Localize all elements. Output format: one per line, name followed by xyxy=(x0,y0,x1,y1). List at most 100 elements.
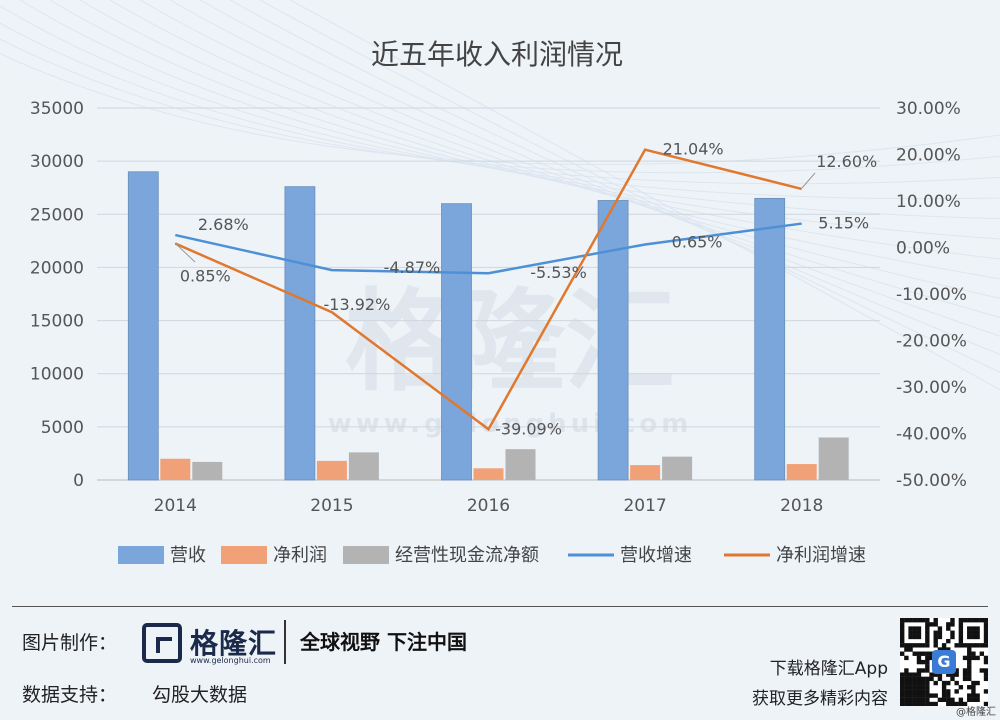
qr-module xyxy=(950,630,955,635)
qr-module xyxy=(937,672,943,677)
credit-label: 图片制作： xyxy=(22,632,118,654)
qr-module xyxy=(925,701,930,706)
qr-module xyxy=(950,622,955,627)
y-left-tick-label: 10000 xyxy=(30,365,84,385)
qr-module xyxy=(962,643,968,648)
qr-module xyxy=(975,634,980,640)
qr-module xyxy=(975,680,980,686)
qr-module xyxy=(925,622,930,627)
qr-module xyxy=(904,676,909,682)
qr-module xyxy=(908,685,913,690)
qr-module xyxy=(908,697,913,703)
qr-module xyxy=(920,643,926,648)
y-left-tick-label: 20000 xyxy=(30,258,84,278)
qr-module xyxy=(983,626,988,631)
qr-module xyxy=(954,668,959,673)
legend-label: 营收 xyxy=(170,545,206,566)
bar xyxy=(284,186,316,481)
qr-module xyxy=(904,693,909,698)
x-tick-label: 2017 xyxy=(623,496,666,516)
x-tick-label: 2018 xyxy=(780,496,823,516)
qr-module xyxy=(925,634,930,640)
background-line xyxy=(169,0,1000,318)
qr-module xyxy=(967,626,972,631)
legend-swatch xyxy=(221,546,267,564)
qr-module xyxy=(916,626,922,631)
brand-logo-icon xyxy=(142,623,182,663)
qr-module xyxy=(929,622,934,627)
qr-module xyxy=(937,676,943,682)
qr-module xyxy=(941,685,947,690)
qr-module xyxy=(916,701,922,706)
qr-module xyxy=(946,638,951,644)
qr-module xyxy=(929,655,934,661)
qr-module xyxy=(920,618,926,623)
qr-module xyxy=(975,697,980,703)
y-left-tick-label: 0 xyxy=(73,471,84,491)
legend-label: 净利润 xyxy=(273,545,327,566)
qr-module xyxy=(900,689,905,694)
footer-vertical-divider xyxy=(284,620,286,664)
qr-module xyxy=(916,630,922,635)
x-tick-label: 2015 xyxy=(310,496,353,516)
qr-module xyxy=(925,676,930,682)
x-tick-label: 2016 xyxy=(467,496,510,516)
qr-module xyxy=(916,693,922,698)
qr-module xyxy=(983,643,988,648)
qr-module xyxy=(912,701,917,706)
qr-module xyxy=(971,643,976,648)
y-left-tick-label: 5000 xyxy=(41,418,84,438)
qr-module xyxy=(900,630,905,635)
data-label: 数据支持： xyxy=(22,684,118,706)
qr-module xyxy=(904,689,909,694)
qr-badge-icon: G xyxy=(932,650,956,674)
qr-module xyxy=(916,655,922,661)
background-line xyxy=(79,0,1000,260)
qr-module xyxy=(904,618,909,623)
bar xyxy=(192,461,223,480)
qr-module xyxy=(900,680,905,686)
corner-credit: @格隆汇 xyxy=(956,707,996,718)
qr-module xyxy=(920,689,926,694)
qr-module xyxy=(971,618,976,623)
qr-module xyxy=(983,668,988,673)
qr-module xyxy=(925,655,930,661)
qr-module xyxy=(916,676,922,682)
qr-module xyxy=(971,697,976,703)
qr-module xyxy=(971,626,976,631)
qr-module xyxy=(900,701,905,706)
qr-module xyxy=(983,659,988,665)
bar xyxy=(630,465,661,480)
bar xyxy=(160,458,191,480)
qr-module xyxy=(925,659,930,665)
qr-module xyxy=(908,634,913,640)
qr-module xyxy=(941,693,947,698)
qr-module xyxy=(967,651,972,656)
qr-module xyxy=(925,618,930,623)
series-line xyxy=(174,148,803,432)
qr-module xyxy=(904,672,909,677)
qr-module xyxy=(933,638,938,644)
y-right-tick-label: -40.00% xyxy=(896,425,967,445)
y-right-tick-label: -10.00% xyxy=(896,285,967,305)
qr-module xyxy=(950,697,955,703)
brand-url: www.gelonghui.com xyxy=(190,656,271,665)
qr-module xyxy=(920,685,926,690)
bar xyxy=(473,468,504,480)
qr-module xyxy=(900,693,905,698)
qr-module xyxy=(979,651,985,656)
qr-module xyxy=(946,622,951,627)
background-line xyxy=(139,0,1000,299)
background-line xyxy=(259,0,1000,373)
qr-module xyxy=(908,701,913,706)
qr-module xyxy=(920,701,926,706)
qr-module xyxy=(958,638,964,644)
qr-module xyxy=(958,630,964,635)
qr-module xyxy=(967,668,972,673)
qr-module xyxy=(916,689,922,694)
y-left-tick-label: 25000 xyxy=(30,205,84,225)
qr-module xyxy=(946,647,951,652)
qr-module xyxy=(904,685,909,690)
qr-module xyxy=(900,676,905,682)
qr-module xyxy=(937,626,943,631)
